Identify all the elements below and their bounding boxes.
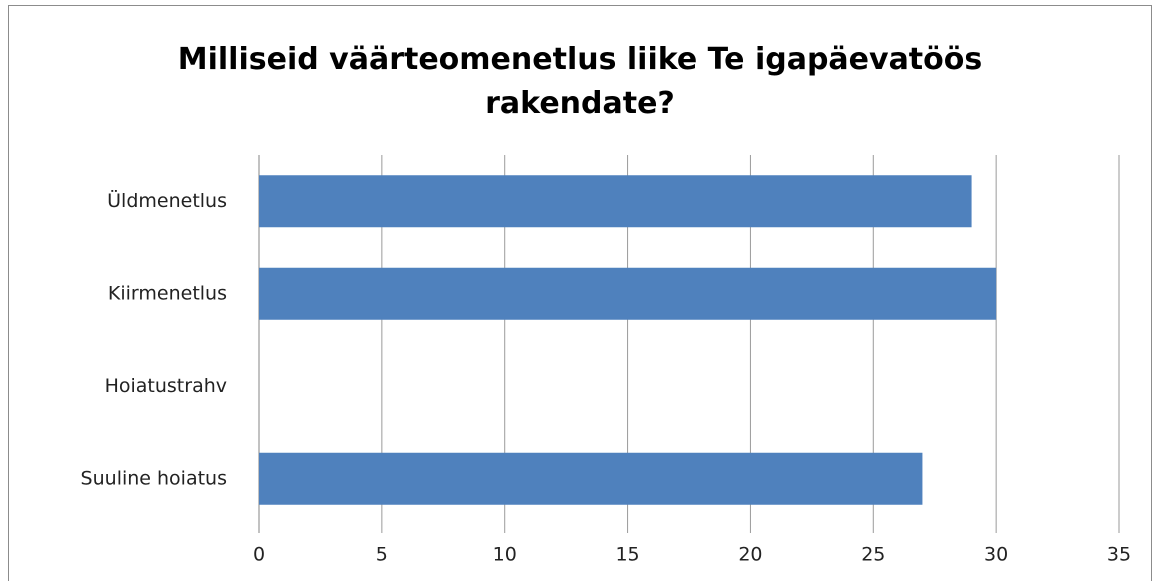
bar	[259, 175, 972, 228]
y-tick-label: Suuline hoiatus	[81, 467, 227, 489]
chart-title: Milliseid väärteomenetlus liike Te igapä…	[177, 42, 983, 121]
bar	[259, 267, 997, 320]
x-tick-label: 35	[1107, 544, 1131, 566]
y-tick-label: Kiirmenetlus	[108, 282, 227, 304]
x-tick-label: 30	[984, 544, 1008, 566]
y-tick-label: Hoiatustrahv	[105, 375, 227, 397]
y-tick-label: Üldmenetlus	[107, 189, 227, 212]
x-tick-label: 0	[253, 544, 265, 566]
x-tick-label: 10	[493, 544, 517, 566]
x-tick-label: 25	[861, 544, 885, 566]
bar	[259, 452, 923, 505]
chart-border	[8, 5, 1152, 581]
x-tick-label: 15	[615, 544, 639, 566]
x-tick-label: 5	[376, 544, 388, 566]
x-tick-label: 20	[738, 544, 762, 566]
